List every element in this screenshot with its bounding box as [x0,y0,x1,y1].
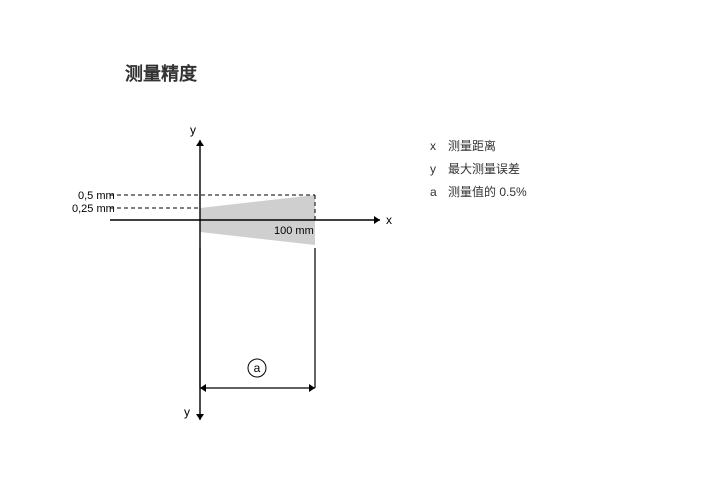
legend-row: y 最大测量误差 [430,158,527,181]
label-0-25mm: 0,25 mm [72,203,115,215]
legend-text-y: 最大测量误差 [448,158,520,181]
legend-row: a 测量值的 0.5% [430,181,527,204]
x-axis-label: x [386,213,392,227]
legend-key-x: x [430,135,448,158]
label-100mm: 100 mm [274,225,314,237]
legend-key-y: y [430,158,448,181]
legend-text-x: 测量距离 [448,135,496,158]
legend-row: x 测量距离 [430,135,527,158]
y-axis-label-top: y [190,123,196,137]
legend: x 测量距离 y 最大测量误差 a 测量值的 0.5% [430,135,527,203]
y-axis-label-bot: y [184,405,190,419]
legend-key-a: a [430,181,448,204]
diagram-svg: x y y 0,5 mm0,25 mm 100 mm a [70,120,390,440]
dim-a-marker-text: a [254,361,261,375]
page-title: 测量精度 [125,60,197,86]
accuracy-diagram: x y y 0,5 mm0,25 mm 100 mm a [70,120,390,440]
legend-text-a: 测量值的 0.5% [448,181,527,204]
label-0-5mm: 0,5 mm [78,190,115,202]
